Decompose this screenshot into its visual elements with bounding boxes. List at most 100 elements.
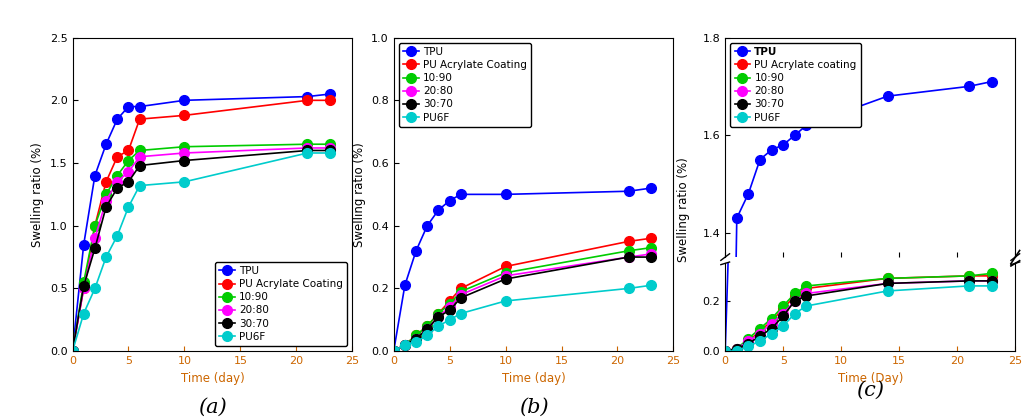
30:70 — [111, 186, 123, 191]
10:90 — [122, 158, 135, 163]
PU6F — [89, 286, 102, 291]
20:80 — [986, 278, 999, 283]
PU6F — [962, 283, 975, 288]
30:70 — [623, 255, 635, 260]
TPU — [455, 192, 467, 197]
PU6F — [455, 311, 467, 316]
PU Acrylate coating — [730, 346, 743, 351]
TPU — [882, 94, 894, 99]
TPU — [421, 223, 433, 228]
10:90 — [986, 271, 999, 276]
Line: TPU: TPU — [720, 0, 997, 356]
20:80 — [134, 154, 146, 159]
30:70 — [644, 255, 657, 260]
PU6F — [421, 333, 433, 338]
Y-axis label: Swelling ratio (%): Swelling ratio (%) — [352, 142, 366, 247]
PU Acrylate Coating — [122, 148, 135, 153]
20:80 — [410, 336, 423, 341]
TPU — [788, 133, 801, 138]
TPU — [623, 189, 635, 194]
20:80 — [66, 349, 79, 354]
PU6F — [730, 349, 743, 354]
TPU — [499, 192, 512, 197]
20:80 — [455, 292, 467, 297]
PU Acrylate Coating — [66, 349, 79, 354]
10:90 — [882, 276, 894, 281]
TPU — [301, 94, 314, 99]
20:80 — [387, 349, 400, 354]
10:90 — [301, 142, 314, 147]
20:80 — [122, 169, 135, 174]
PU Acrylate coating — [766, 319, 778, 324]
10:90 — [399, 342, 411, 347]
PU Acrylate Coating — [323, 98, 336, 103]
30:70 — [66, 349, 79, 354]
PU6F — [499, 298, 512, 303]
30:70 — [122, 179, 135, 184]
Legend: TPU, PU Acrylate Coating, 10:90, 20:80, 30:70, PU6F: TPU, PU Acrylate Coating, 10:90, 20:80, … — [215, 262, 347, 346]
30:70 — [323, 148, 336, 153]
20:80 — [719, 349, 731, 354]
PU Acrylate coating — [800, 286, 812, 291]
PU Acrylate Coating — [89, 223, 102, 228]
20:80 — [432, 314, 444, 319]
TPU — [719, 349, 731, 354]
PU Acrylate Coating — [623, 239, 635, 244]
PU6F — [134, 183, 146, 188]
PU Acrylate coating — [962, 273, 975, 278]
10:90 — [800, 283, 812, 288]
PU Acrylate Coating — [443, 298, 456, 303]
TPU — [800, 123, 812, 128]
20:80 — [766, 321, 778, 326]
30:70 — [178, 158, 191, 163]
PU6F — [78, 311, 90, 316]
20:80 — [962, 278, 975, 283]
10:90 — [644, 245, 657, 250]
PU Acrylate coating — [777, 306, 789, 311]
Text: Swelling ratio (%): Swelling ratio (%) — [678, 158, 690, 263]
PU Acrylate Coating — [432, 311, 444, 316]
PU6F — [766, 331, 778, 336]
Line: 20:80: 20:80 — [67, 143, 335, 356]
10:90 — [777, 303, 789, 308]
PU6F — [178, 179, 191, 184]
Line: PU6F: PU6F — [67, 148, 335, 356]
30:70 — [455, 295, 467, 300]
20:80 — [499, 273, 512, 278]
30:70 — [719, 349, 731, 354]
TPU — [644, 186, 657, 191]
PU Acrylate Coating — [644, 236, 657, 241]
Line: TPU: TPU — [388, 183, 656, 356]
10:90 — [78, 280, 90, 285]
X-axis label: Time (Day): Time (Day) — [837, 372, 903, 385]
10:90 — [410, 333, 423, 338]
Text: (c): (c) — [856, 381, 885, 400]
PU Acrylate Coating — [134, 117, 146, 122]
X-axis label: Time (day): Time (day) — [180, 372, 244, 385]
30:70 — [730, 346, 743, 351]
30:70 — [134, 163, 146, 168]
PU6F — [443, 317, 456, 322]
PU Acrylate Coating — [99, 179, 112, 184]
TPU — [122, 104, 135, 109]
10:90 — [455, 289, 467, 294]
10:90 — [178, 144, 191, 149]
10:90 — [421, 324, 433, 329]
10:90 — [323, 142, 336, 147]
TPU — [99, 142, 112, 147]
20:80 — [623, 255, 635, 260]
PU6F — [432, 324, 444, 329]
TPU — [78, 242, 90, 247]
TPU — [432, 208, 444, 212]
10:90 — [134, 148, 146, 153]
30:70 — [499, 277, 512, 282]
20:80 — [777, 311, 789, 316]
10:90 — [89, 223, 102, 228]
30:70 — [99, 204, 112, 209]
20:80 — [754, 331, 767, 336]
PU Acrylate coating — [986, 273, 999, 278]
10:90 — [623, 248, 635, 253]
30:70 — [387, 349, 400, 354]
PU Acrylate coating — [719, 349, 731, 354]
PU6F — [882, 288, 894, 293]
